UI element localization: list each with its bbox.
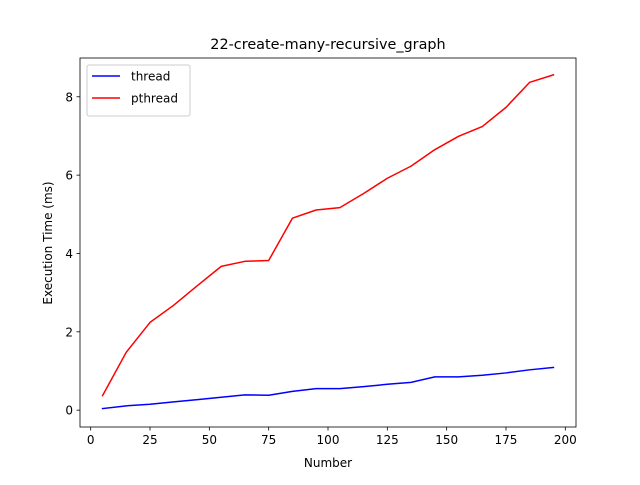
y-tick-label: 2	[65, 325, 73, 339]
y-tick-label: 0	[65, 404, 73, 418]
legend-label-pthread: pthread	[131, 92, 178, 106]
x-tick-label: 0	[87, 433, 95, 447]
legend-box	[86, 64, 191, 117]
legend: thread pthread	[86, 64, 191, 117]
x-axis-label: Number	[304, 456, 352, 470]
x-tick-label: 50	[202, 433, 217, 447]
legend-label-thread: thread	[131, 70, 170, 84]
y-tick-label: 6	[65, 169, 73, 183]
x-tick-label: 175	[495, 433, 518, 447]
x-tick-label: 75	[261, 433, 276, 447]
y-tick-label: 4	[65, 247, 73, 261]
x-tick-label: 100	[317, 433, 340, 447]
x-tick-label: 25	[142, 433, 157, 447]
x-tick-label: 150	[435, 433, 458, 447]
chart-title: 22-create-many-recursive_graph	[210, 37, 445, 53]
plot-area: 0 25 50 75 100 125 150 175 200 0 2 4 6 8	[65, 57, 577, 447]
series-line-pthread	[101, 73, 555, 397]
series-line-thread	[101, 366, 555, 410]
y-axis-label: Execution Time (ms)	[41, 181, 55, 304]
x-tick-label: 125	[376, 433, 399, 447]
y-tick-label: 8	[65, 90, 73, 104]
x-tick-label: 200	[554, 433, 577, 447]
